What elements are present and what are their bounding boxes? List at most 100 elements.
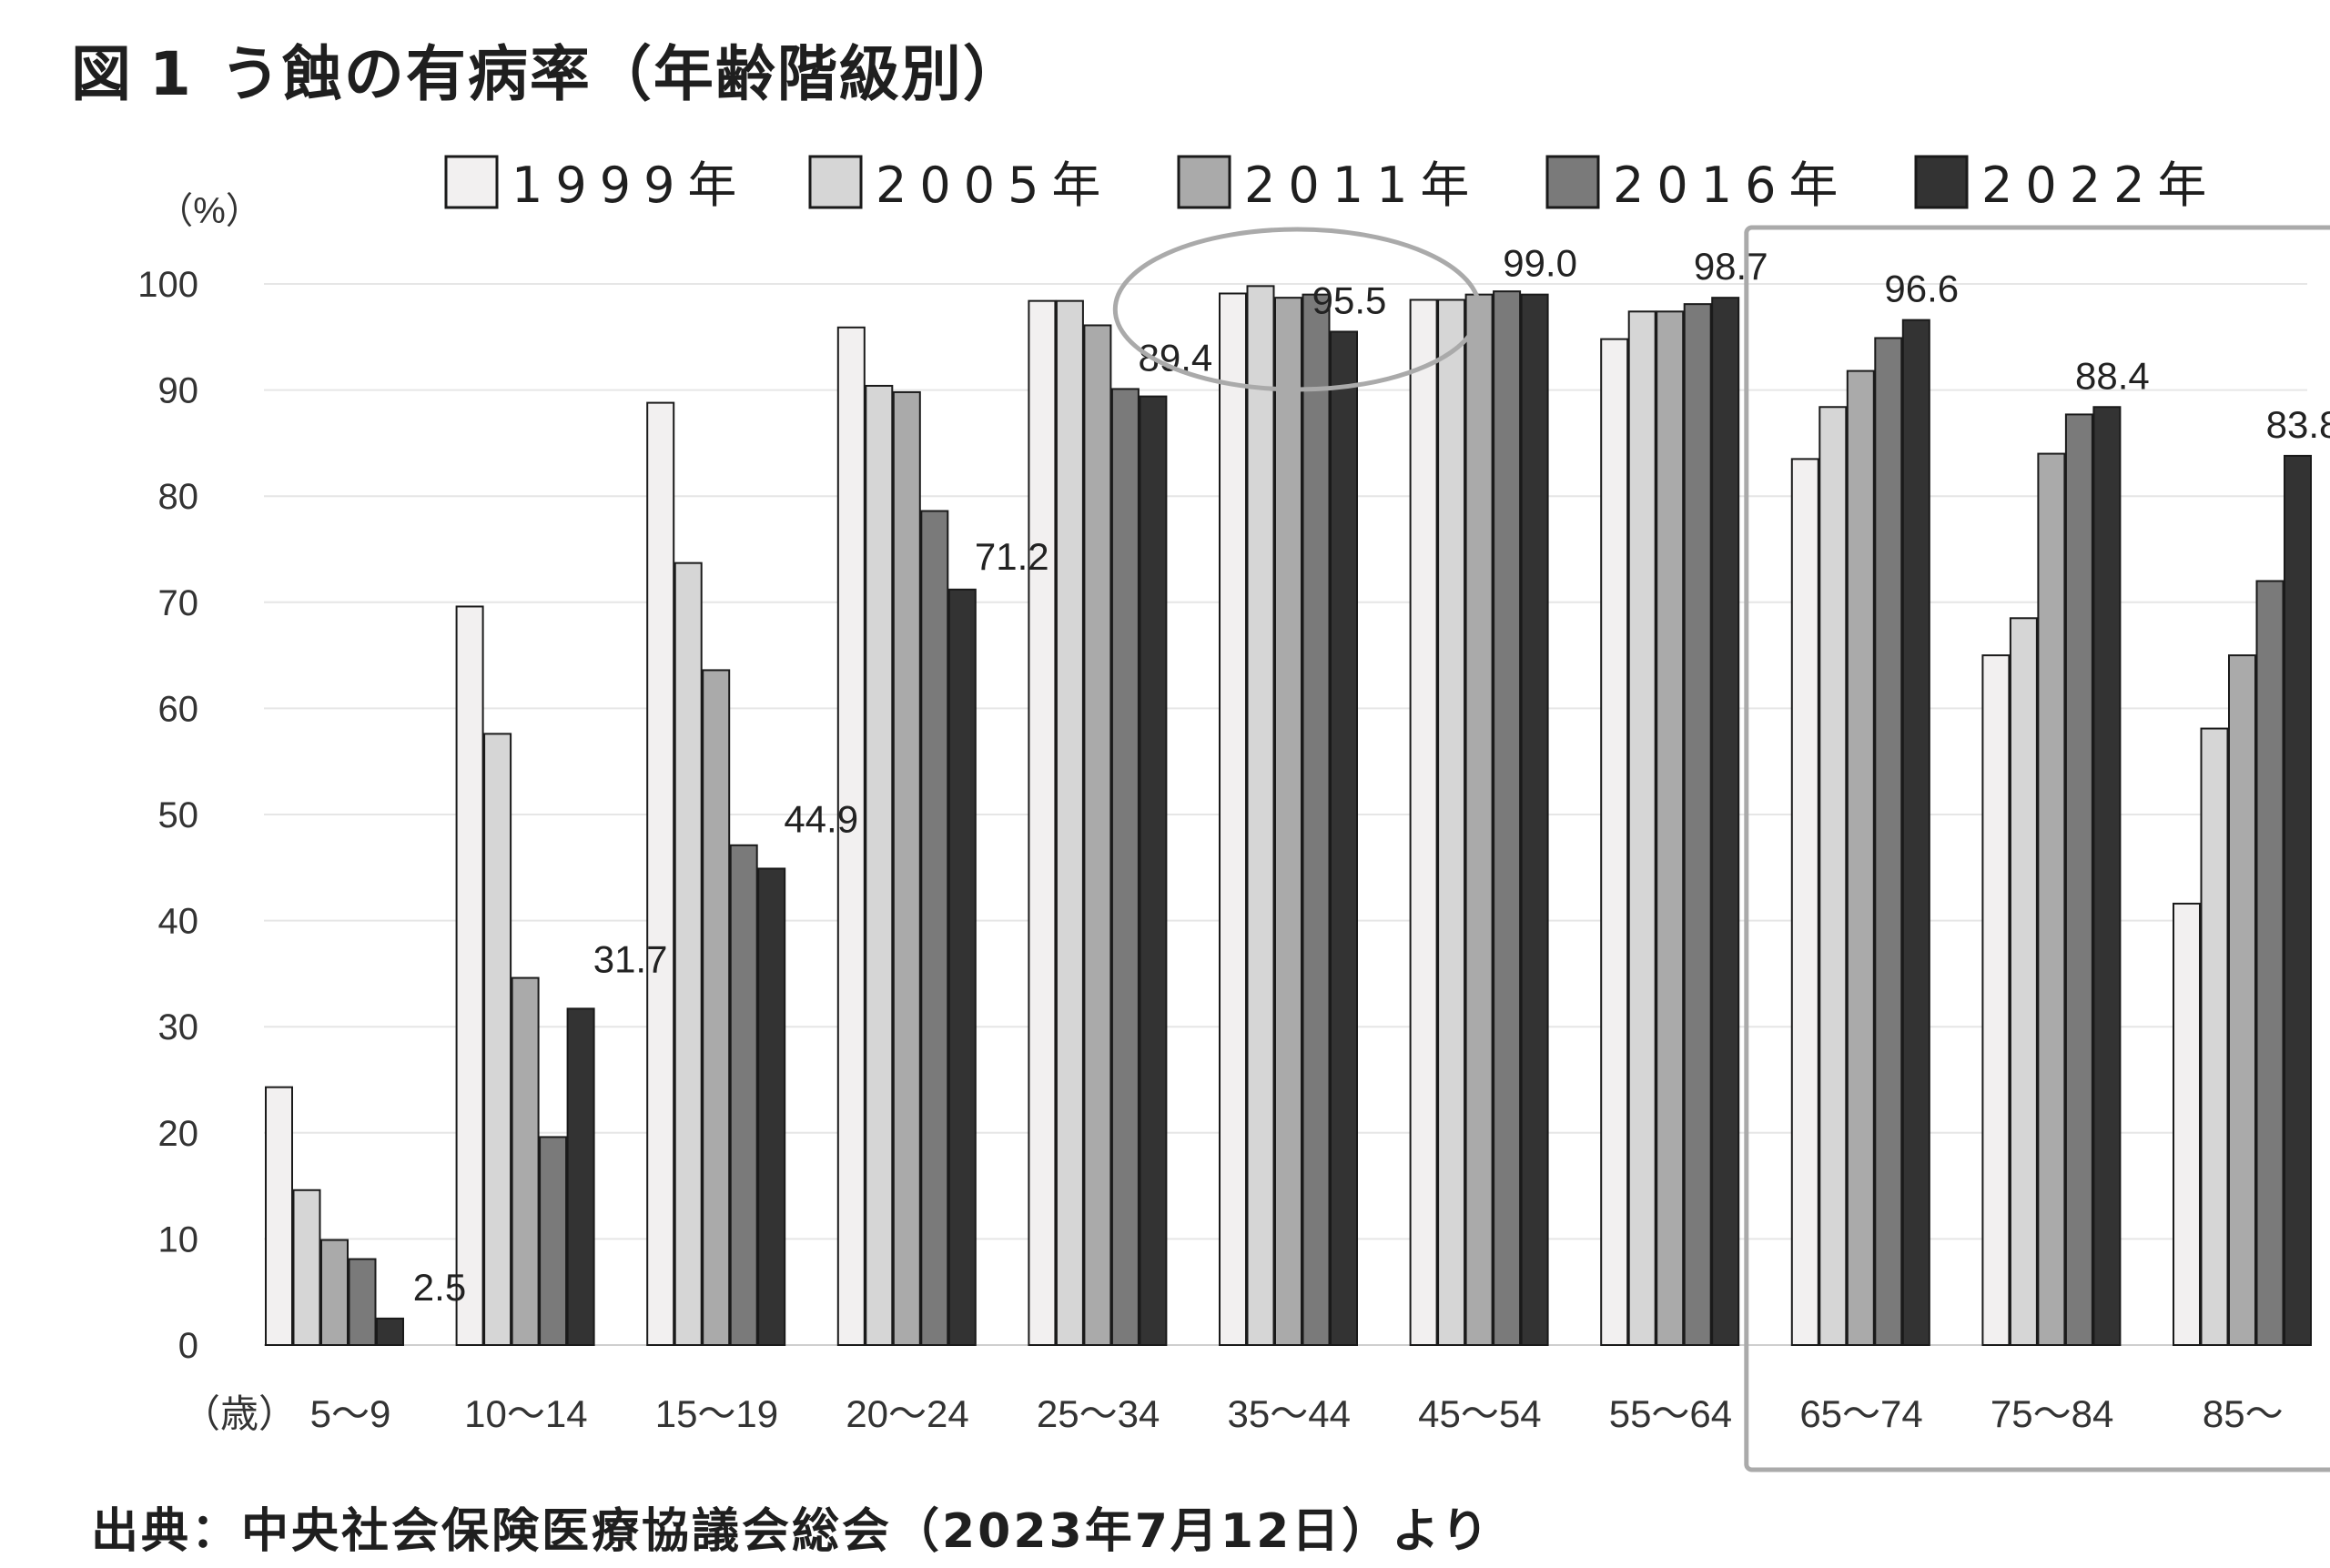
y-tick-label: 10 (158, 1219, 199, 1259)
bar-2022年-10〜14 (566, 1007, 595, 1347)
bar-2011年-10〜14 (511, 976, 540, 1346)
bar-2011年-15〜19 (702, 669, 731, 1346)
legend-label: 2016年 (1613, 157, 1850, 214)
bar-2005年-5〜9 (292, 1189, 321, 1347)
y-tick-label: 80 (158, 477, 199, 517)
legend-swatch (1177, 155, 1231, 209)
data-label: 71.2 (975, 535, 1049, 578)
bar-1999年-5〜9 (265, 1086, 293, 1346)
bar-2016年-55〜64 (1683, 303, 1712, 1346)
data-label: 44.9 (784, 797, 858, 840)
annotations (1112, 225, 2330, 1472)
x-tick-label: 65〜74 (1799, 1392, 1922, 1435)
bar-1999年-65〜74 (1790, 458, 1819, 1346)
bar-2011年-75〜84 (2037, 452, 2066, 1346)
legend-label: 2022年 (1981, 157, 2219, 214)
bar-2022年-85〜 (2284, 454, 2312, 1346)
x-tick-label: 5〜9 (310, 1392, 391, 1435)
bar-2016年-15〜19 (729, 844, 758, 1346)
bar-2022年-25〜34 (1139, 395, 1168, 1347)
data-label: 98.7 (1694, 245, 1768, 288)
x-tick-label: 45〜54 (1418, 1392, 1541, 1435)
bar-2011年-5〜9 (320, 1239, 349, 1347)
bar-1999年-15〜19 (646, 401, 675, 1346)
bar-2005年-55〜64 (1627, 310, 1656, 1346)
bar-2022年-5〜9 (376, 1317, 404, 1346)
highlight-box (1744, 225, 2330, 1472)
bar-2016年-65〜74 (1874, 337, 1903, 1347)
y-tick-label: 40 (158, 902, 199, 942)
bar-1999年-45〜54 (1409, 298, 1438, 1346)
legend: 1999年 2005年 2011年 2016年 2022年 (444, 155, 2219, 214)
y-axis-unit: （%） (157, 191, 262, 231)
x-tick-label: 75〜84 (1991, 1392, 2113, 1435)
bar-2005年-65〜74 (1818, 406, 1848, 1347)
bar-2022年-15〜19 (757, 867, 786, 1346)
bar-1999年-10〜14 (455, 605, 484, 1346)
highlight-ellipse (1112, 227, 1482, 392)
bar-2011年-85〜 (2228, 654, 2256, 1346)
legend-label: 2005年 (876, 157, 1113, 214)
bar-2005年-20〜24 (865, 384, 894, 1346)
figure-title-prefix: 図 (71, 39, 133, 109)
y-tick-label: 90 (158, 371, 199, 411)
bar-2011年-45〜54 (1464, 293, 1494, 1346)
bar-2016年-5〜9 (348, 1258, 377, 1346)
bar-1999年-20〜24 (836, 326, 866, 1346)
bar-2005年-45〜54 (1437, 298, 1466, 1346)
data-label: 83.8 (2266, 403, 2330, 446)
data-label: 88.4 (2075, 354, 2150, 397)
legend-swatch (1545, 155, 1600, 209)
bar-2005年-25〜34 (1055, 299, 1084, 1346)
legend-swatch (1914, 155, 1969, 209)
y-tick-label: 70 (158, 583, 199, 623)
figure-title-text: う蝕の有病率（年齢階級別） (219, 39, 1025, 109)
bar-2011年-20〜24 (892, 390, 921, 1346)
bar-2016年-75〜84 (2064, 413, 2093, 1346)
bar-2011年-65〜74 (1846, 369, 1875, 1346)
x-axis-unit: （歳） (182, 1392, 297, 1435)
bar-2016年-85〜 (2255, 580, 2284, 1346)
legend-label: 1999年 (512, 157, 749, 214)
y-tick-label: 100 (137, 265, 198, 305)
bar-1999年-35〜44 (1219, 292, 1247, 1346)
data-labels: 2.531.744.971.289.495.599.0 98.796.688.48… (413, 242, 2330, 1309)
data-label: 99.0 (1503, 242, 1577, 285)
x-tick-label: 15〜19 (655, 1392, 778, 1435)
bar-2022年-55〜64 (1711, 297, 1740, 1347)
y-tick-label: 50 (158, 795, 199, 835)
bar-2022年-65〜74 (1901, 319, 1930, 1346)
bar-2016年-10〜14 (539, 1136, 568, 1346)
bar-2005年-15〜19 (674, 561, 703, 1346)
bar-2016年-35〜44 (1302, 293, 1331, 1346)
legend-swatch (444, 155, 499, 209)
source-note: 出典：中央社会保険医療協議会総会（2023年7月12日）より (91, 1504, 1492, 1559)
bar-2011年-35〜44 (1274, 297, 1302, 1347)
bar-2022年-20〜24 (947, 588, 977, 1346)
y-tick-label: 20 (158, 1114, 199, 1154)
bar-2016年-45〜54 (1493, 290, 1522, 1346)
bar-2016年-25〜34 (1110, 388, 1140, 1347)
bars (265, 285, 2312, 1347)
figure-title: 図 1 う蝕の有病率（年齢階級別） (71, 25, 1025, 113)
bar-2011年-25〜34 (1083, 324, 1112, 1346)
bar-1999年-25〜34 (1028, 299, 1057, 1346)
bar-1999年-85〜 (2173, 902, 2201, 1346)
y-axis: 0 10 20 30 40 50 60 70 80 90 100 （%） (137, 191, 262, 1366)
x-tick-label: 25〜34 (1037, 1392, 1160, 1435)
data-label: 96.6 (1884, 268, 1959, 310)
data-label: 31.7 (593, 937, 668, 980)
x-tick-label: 10〜14 (464, 1392, 587, 1435)
x-tick-label: 35〜44 (1228, 1392, 1351, 1435)
y-tick-label: 60 (158, 689, 199, 729)
y-tick-label: 30 (158, 1007, 199, 1047)
bar-2005年-85〜 (2200, 727, 2229, 1346)
x-tick-label: 85〜 (2203, 1392, 2284, 1435)
data-label: 2.5 (413, 1266, 466, 1309)
bar-2022年-35〜44 (1330, 330, 1358, 1347)
bar-2005年-35〜44 (1246, 285, 1275, 1346)
bar-2005年-75〜84 (2009, 617, 2038, 1346)
x-tick-label: 20〜24 (846, 1392, 968, 1435)
bar-2011年-55〜64 (1656, 310, 1685, 1346)
